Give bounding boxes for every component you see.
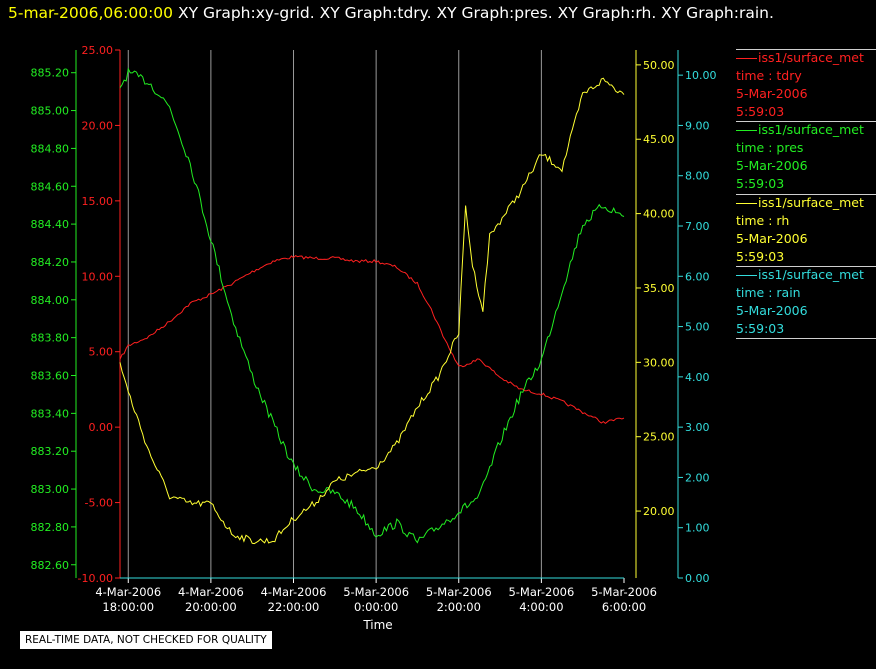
pres-tick-label: 882.80 <box>31 521 70 534</box>
x-tick-label-date: 5-Mar-2006 <box>591 585 657 599</box>
pres-tick-label: 883.80 <box>31 332 70 345</box>
legend-source: iss1/surface_met <box>758 267 864 282</box>
pres-tick-label: 885.20 <box>31 67 70 80</box>
rain-tick-label: 3.00 <box>685 421 710 434</box>
rain-tick-label: 6.00 <box>685 270 710 283</box>
rain-tick-label: 1.00 <box>685 522 710 535</box>
title-timestamp: 5-mar-2006,06:00:00 <box>8 4 174 22</box>
rain-tick-label: 2.00 <box>685 471 710 484</box>
pres-tick-label: 883.00 <box>31 483 70 496</box>
tdry-tick-label: 0.00 <box>89 421 114 434</box>
pres-tick-label: 884.80 <box>31 142 70 155</box>
legend-time: 5:59:03 <box>736 249 785 264</box>
pres-tick-label: 885.00 <box>31 105 70 118</box>
legend-date: 5-Mar-2006 <box>736 231 808 246</box>
tdry-tick-label: 10.00 <box>82 270 114 283</box>
legend-line-swatch <box>736 274 757 276</box>
pres-tick-label: 882.60 <box>31 559 70 572</box>
pres-tick-label: 884.00 <box>31 294 70 307</box>
series-line-pres <box>119 67 625 544</box>
legend-time: 5:59:03 <box>736 176 785 191</box>
series-line-rh <box>119 77 625 545</box>
x-tick-label-date: 4-Mar-2006 <box>95 585 161 599</box>
rain-tick-label: 9.00 <box>685 119 710 132</box>
legend-variable: time : rh <box>736 213 790 228</box>
legend-separator <box>736 194 876 195</box>
rain-tick-label: 7.00 <box>685 220 710 233</box>
x-tick-label-date: 5-Mar-2006 <box>508 585 574 599</box>
rain-tick-label: 0.00 <box>685 572 710 585</box>
legend-date: 5-Mar-2006 <box>736 303 808 318</box>
rain-tick-label: 10.00 <box>685 69 717 82</box>
pres-tick-label: 884.60 <box>31 180 70 193</box>
legend-variable: time : rain <box>736 285 801 300</box>
rh-tick-label: 40.00 <box>643 208 675 221</box>
legend-entry-rh: iss1/surface_met time : rh 5-Mar-2006 5:… <box>736 193 876 266</box>
legend-variable: time : tdry <box>736 68 802 83</box>
legend-variable: time : pres <box>736 140 804 155</box>
legend-line-swatch <box>736 129 757 131</box>
x-tick-label-time: 4:00:00 <box>519 600 563 614</box>
legend-separator <box>736 121 876 122</box>
legend-separator <box>736 266 876 267</box>
rh-tick-label: 25.00 <box>643 431 675 444</box>
x-tick-label-date: 4-Mar-2006 <box>178 585 244 599</box>
legend-date: 5-Mar-2006 <box>736 158 808 173</box>
legend-date: 5-Mar-2006 <box>736 86 808 101</box>
pres-tick-label: 883.40 <box>31 407 70 420</box>
x-tick-label-time: 2:00:00 <box>437 600 481 614</box>
tdry-tick-label: 20.00 <box>82 119 114 132</box>
pres-tick-label: 883.20 <box>31 445 70 458</box>
rh-tick-label: 30.00 <box>643 356 675 369</box>
quality-notice: REAL-TIME DATA, NOT CHECKED FOR QUALITY <box>20 631 272 649</box>
x-tick-label-time: 20:00:00 <box>185 600 237 614</box>
tdry-tick-label: 5.00 <box>89 346 114 359</box>
legend-time: 5:59:03 <box>736 321 785 336</box>
legend-source: iss1/surface_met <box>758 122 864 137</box>
rain-tick-label: 8.00 <box>685 170 710 183</box>
rh-tick-label: 35.00 <box>643 282 675 295</box>
x-axis-label: Time <box>362 618 392 632</box>
rh-tick-label: 50.00 <box>643 59 675 72</box>
title-graph-list: XY Graph:xy-grid. XY Graph:tdry. XY Grap… <box>177 4 774 22</box>
legend-separator <box>736 338 876 339</box>
x-tick-label-date: 4-Mar-2006 <box>261 585 327 599</box>
legend-entry-tdry: iss1/surface_met time : tdry 5-Mar-2006 … <box>736 48 876 121</box>
tdry-tick-label: 15.00 <box>82 195 114 208</box>
tdry-tick-label: -10.00 <box>78 572 113 585</box>
tdry-tick-label: -5.00 <box>85 497 113 510</box>
series-line-tdry <box>119 254 625 425</box>
chart-title: 5-mar-2006,06:00:00 XY Graph:xy-grid. XY… <box>8 4 774 22</box>
rh-tick-label: 20.00 <box>643 505 675 518</box>
rain-tick-label: 5.00 <box>685 321 710 334</box>
pres-tick-label: 883.60 <box>31 370 70 383</box>
x-tick-label-time: 6:00:00 <box>602 600 646 614</box>
legend-line-swatch <box>736 202 757 204</box>
x-tick-label-date: 5-Mar-2006 <box>343 585 409 599</box>
x-tick-label-time: 0:00:00 <box>354 600 398 614</box>
x-tick-label-date: 5-Mar-2006 <box>426 585 492 599</box>
rain-tick-label: 4.00 <box>685 371 710 384</box>
legend-entry-pres: iss1/surface_met time : pres 5-Mar-2006 … <box>736 120 876 193</box>
pres-tick-label: 884.40 <box>31 218 70 231</box>
legend-line-swatch <box>736 57 757 59</box>
legend-source: iss1/surface_met <box>758 50 864 65</box>
x-tick-label-time: 22:00:00 <box>268 600 320 614</box>
legend-entry-rain: iss1/surface_met time : rain 5-Mar-2006 … <box>736 265 876 339</box>
pres-tick-label: 884.20 <box>31 256 70 269</box>
legend-time: 5:59:03 <box>736 104 785 119</box>
x-tick-label-time: 18:00:00 <box>102 600 154 614</box>
tdry-tick-label: 25.00 <box>82 44 114 57</box>
legend-separator <box>736 49 876 50</box>
rh-tick-label: 45.00 <box>643 133 675 146</box>
legend-source: iss1/surface_met <box>758 195 864 210</box>
